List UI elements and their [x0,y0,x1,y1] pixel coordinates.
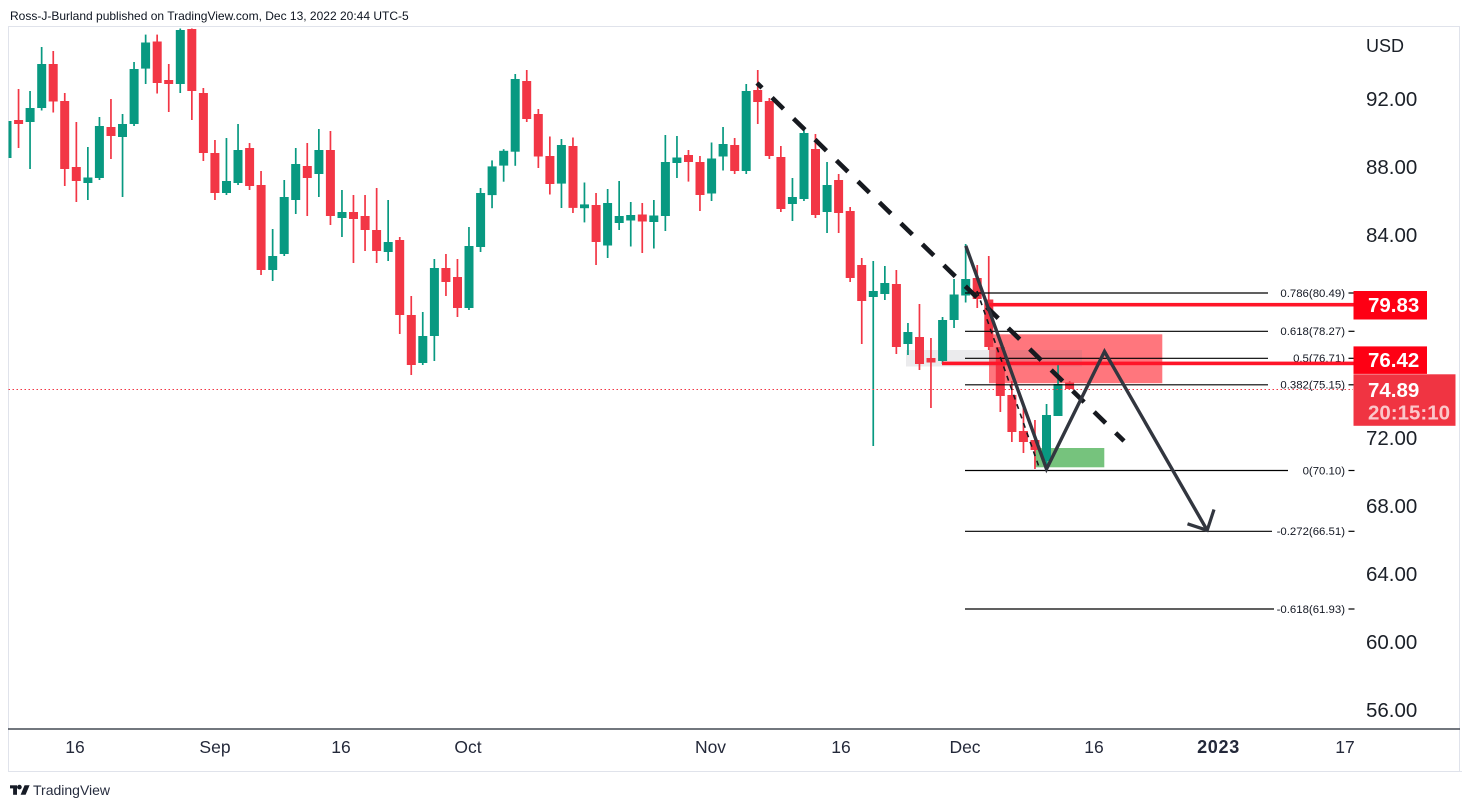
svg-text:Oct: Oct [454,737,481,757]
svg-text:Sep: Sep [199,737,230,757]
svg-text:-0.618(61.93): -0.618(61.93) [1277,604,1346,616]
svg-text:84.00: 84.00 [1366,224,1417,247]
svg-text:60.00: 60.00 [1366,631,1417,654]
svg-text:16: 16 [65,737,84,757]
svg-text:Nov: Nov [695,737,726,757]
svg-text:76.42: 76.42 [1368,349,1419,372]
svg-text:16: 16 [331,737,350,757]
svg-text:2023: 2023 [1197,737,1240,757]
svg-text:0(70.10): 0(70.10) [1303,465,1346,477]
svg-text:17: 17 [1335,737,1354,757]
svg-text:0.382(75.15): 0.382(75.15) [1280,380,1345,392]
svg-text:16: 16 [1084,737,1103,757]
svg-text:79.83: 79.83 [1368,294,1419,317]
svg-text:56.00: 56.00 [1366,699,1417,722]
svg-text:20:15:10: 20:15:10 [1368,402,1450,425]
svg-text:Dec: Dec [949,737,980,757]
svg-text:92.00: 92.00 [1366,88,1417,111]
svg-text:Ross-J-Burland published on Tr: Ross-J-Burland published on TradingView.… [10,9,409,23]
svg-text:88.00: 88.00 [1366,156,1417,179]
svg-text:0.786(80.49): 0.786(80.49) [1280,288,1345,300]
svg-text:USD: USD [1366,36,1404,56]
svg-text:74.89: 74.89 [1368,379,1419,402]
svg-text:16: 16 [831,737,850,757]
svg-text:64.00: 64.00 [1366,563,1417,586]
svg-text:-0.272(66.51): -0.272(66.51) [1277,526,1346,538]
svg-text:68.00: 68.00 [1366,495,1417,518]
svg-text:0.618(78.27): 0.618(78.27) [1280,326,1345,338]
svg-text:72.00: 72.00 [1366,427,1417,450]
svg-text:TradingView: TradingView [33,782,111,798]
